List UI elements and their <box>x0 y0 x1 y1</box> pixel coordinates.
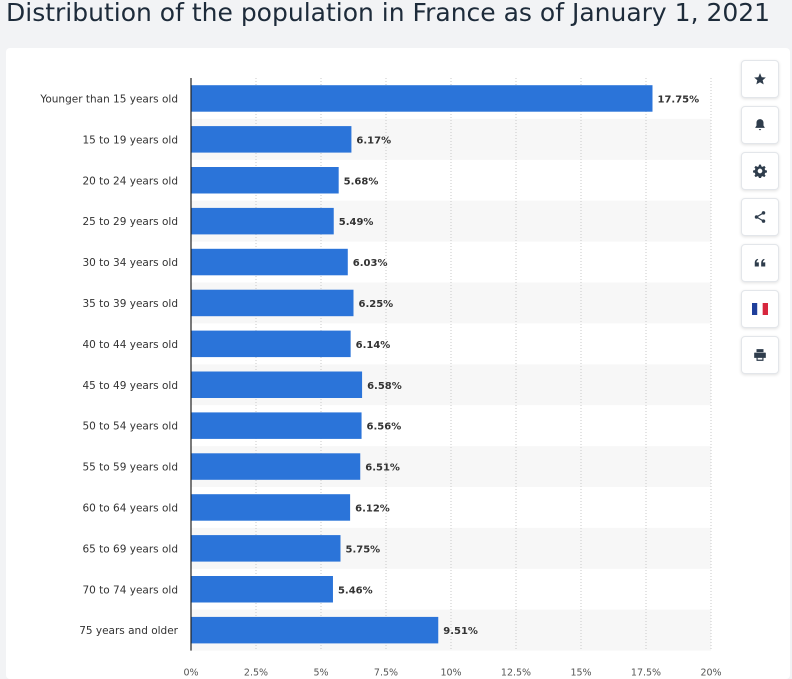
category-label: 50 to 54 years old <box>82 421 178 433</box>
print-icon <box>754 349 766 361</box>
category-label: 40 to 44 years old <box>82 339 178 351</box>
page-title: Distribution of the population in France… <box>6 0 771 27</box>
print-button[interactable] <box>741 336 779 374</box>
category-label: 20 to 24 years old <box>82 175 178 187</box>
value-label: 6.51% <box>365 463 400 474</box>
region-button[interactable] <box>741 290 779 328</box>
x-tick-label: 15% <box>570 668 591 679</box>
share-button[interactable] <box>741 198 779 236</box>
star-icon <box>754 73 766 85</box>
category-label: Younger than 15 years old <box>39 93 178 105</box>
bar <box>191 535 341 562</box>
gear-icon <box>753 164 767 178</box>
x-tick-label: 2.5% <box>244 668 268 679</box>
value-label: 6.12% <box>355 503 390 514</box>
x-tick-label: 17.5% <box>631 668 661 679</box>
x-tick-label: 12.5% <box>501 668 531 679</box>
category-label: 45 to 49 years old <box>82 380 178 392</box>
bar <box>191 167 339 194</box>
category-label: 70 to 74 years old <box>82 584 178 596</box>
category-label: 55 to 59 years old <box>82 462 178 474</box>
value-label: 6.03% <box>353 258 388 269</box>
action-toolbar <box>741 60 779 382</box>
x-tick-label: 10% <box>440 668 461 679</box>
value-label: 6.25% <box>359 299 394 310</box>
category-label: 35 to 39 years old <box>82 298 178 310</box>
bar <box>191 412 362 439</box>
bar <box>191 453 361 480</box>
settings-button[interactable] <box>741 152 779 190</box>
cite-button[interactable] <box>741 244 779 282</box>
bar <box>191 207 334 235</box>
bar <box>191 330 351 358</box>
x-tick-label: 20% <box>700 668 721 679</box>
bar <box>191 371 363 398</box>
x-tick-label: 7.5% <box>374 668 398 679</box>
bar <box>191 494 351 521</box>
value-label: 6.14% <box>356 340 391 351</box>
value-label: 9.51% <box>443 626 478 637</box>
quote-icon <box>754 258 766 267</box>
value-label: 6.56% <box>367 422 402 433</box>
value-label: 6.58% <box>367 381 402 392</box>
bar-chart: Younger than 15 years old 17.75% 15 to 19 … <box>39 78 722 679</box>
value-label: 5.75% <box>346 544 381 555</box>
value-label: 5.46% <box>338 585 373 596</box>
value-label: 5.68% <box>344 176 379 187</box>
favorite-button[interactable] <box>741 60 779 98</box>
x-tick-label: 0% <box>183 668 198 679</box>
bar <box>191 576 333 603</box>
category-label: 75 years and older <box>79 625 178 637</box>
value-label: 5.49% <box>339 217 374 228</box>
bar <box>191 616 439 644</box>
category-label: 25 to 29 years old <box>82 216 178 228</box>
bell-icon <box>755 119 765 131</box>
x-tick-label: 5% <box>313 668 328 679</box>
value-label: 17.75% <box>658 94 700 105</box>
bar <box>191 289 354 317</box>
value-label: 6.17% <box>356 135 391 146</box>
france-flag-icon <box>752 303 768 315</box>
bar <box>191 126 352 153</box>
bar <box>191 85 653 112</box>
category-label: 15 to 19 years old <box>82 134 178 146</box>
category-label: 60 to 64 years old <box>82 502 178 514</box>
share-icon <box>754 211 766 223</box>
category-label: 65 to 69 years old <box>82 543 178 555</box>
bar <box>191 248 348 276</box>
notification-button[interactable] <box>741 106 779 144</box>
category-label: 30 to 34 years old <box>82 257 178 269</box>
